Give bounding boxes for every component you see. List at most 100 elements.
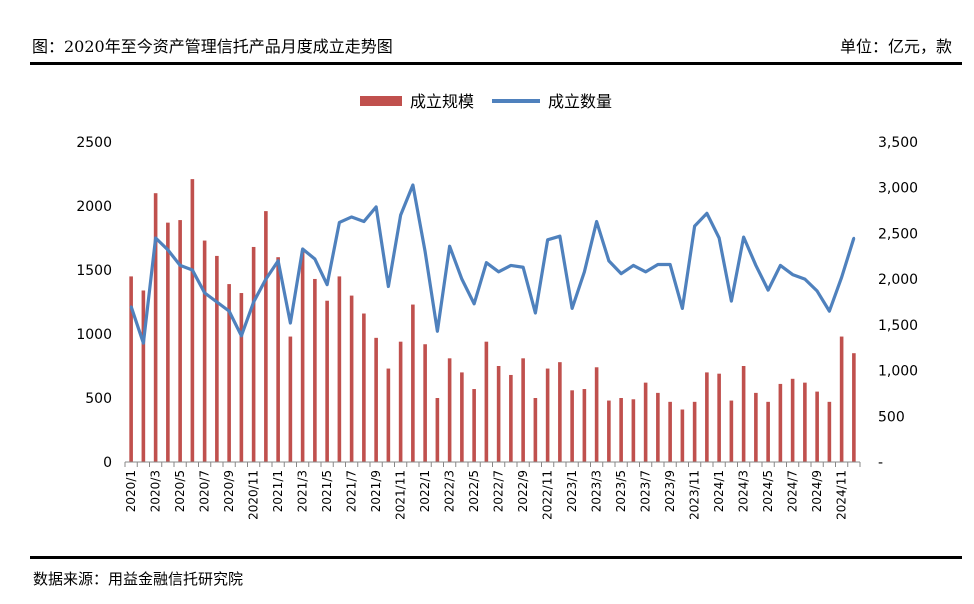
x-tick-label: 2024/9 bbox=[810, 470, 824, 512]
x-tick-label: 2022/3 bbox=[443, 470, 457, 512]
x-tick-label: 2023/11 bbox=[688, 470, 702, 520]
legend-label-line: 成立数量 bbox=[548, 92, 612, 111]
bar bbox=[705, 372, 709, 462]
line-point bbox=[693, 224, 696, 228]
line-point bbox=[754, 264, 758, 267]
line-point bbox=[730, 299, 733, 303]
line-point bbox=[619, 272, 623, 275]
line-point bbox=[166, 248, 170, 252]
bar bbox=[631, 399, 636, 462]
bar bbox=[166, 222, 170, 462]
left-axis: 0 500 1000 1500 2000 2500 bbox=[76, 135, 112, 471]
series-line bbox=[129, 183, 856, 345]
right-tick-label: - bbox=[878, 455, 883, 471]
bar bbox=[141, 290, 146, 462]
line-point bbox=[534, 311, 537, 315]
line-point bbox=[227, 309, 231, 313]
line-point bbox=[815, 289, 819, 293]
bar bbox=[288, 336, 293, 462]
bar bbox=[411, 304, 415, 462]
bar bbox=[643, 382, 648, 462]
x-tick-label: 2020/11 bbox=[247, 470, 261, 520]
bar bbox=[545, 368, 550, 462]
line-point bbox=[497, 270, 500, 274]
line-point bbox=[791, 273, 794, 276]
right-tick-label: 2,000 bbox=[878, 272, 918, 288]
x-tick-label: 2022/11 bbox=[541, 470, 555, 520]
x-axis: 2020/1 2020/3 2020/5 2020/7 2020/9 2020/11 202… bbox=[124, 461, 861, 520]
line-point bbox=[325, 283, 329, 286]
x-tick-label: 2024/7 bbox=[786, 470, 800, 512]
unit-label: 单位：亿元，款 bbox=[839, 37, 952, 56]
left-tick-label: 500 bbox=[85, 391, 112, 407]
x-tick-label: 2023/1 bbox=[565, 470, 579, 512]
line-point bbox=[681, 307, 684, 310]
line-point bbox=[387, 285, 390, 288]
line-point bbox=[472, 302, 476, 306]
x-tick-label: 2022/1 bbox=[418, 470, 432, 512]
bar bbox=[264, 211, 268, 462]
line-point bbox=[546, 238, 549, 242]
x-tick-label: 2020/7 bbox=[198, 470, 212, 512]
line-point bbox=[460, 277, 464, 281]
line-point bbox=[338, 221, 341, 224]
x-tick-label: 2021/3 bbox=[296, 470, 310, 512]
left-tick-label: 1000 bbox=[76, 327, 112, 343]
x-tick-label: 2024/1 bbox=[712, 470, 726, 512]
line-point bbox=[178, 264, 182, 267]
x-tick-label: 2022/7 bbox=[492, 470, 506, 512]
x-tick-label: 2024/5 bbox=[761, 470, 775, 512]
line-point bbox=[656, 263, 660, 266]
line-point bbox=[852, 236, 856, 240]
bar bbox=[680, 409, 685, 462]
line-point bbox=[129, 305, 133, 308]
bar bbox=[178, 220, 182, 462]
bar bbox=[815, 391, 819, 462]
bar bbox=[509, 374, 513, 462]
x-tick-label: 2023/9 bbox=[663, 470, 677, 512]
line-point bbox=[742, 235, 745, 239]
bar bbox=[325, 300, 329, 462]
line-point bbox=[705, 212, 709, 215]
left-tick-label: 2000 bbox=[76, 199, 112, 215]
bar bbox=[398, 341, 403, 462]
bar bbox=[435, 398, 440, 462]
right-tick-label: 3,000 bbox=[878, 181, 918, 197]
line-point bbox=[203, 291, 206, 295]
left-tick-label: 1500 bbox=[76, 263, 112, 279]
x-tick-label: 2024/11 bbox=[835, 470, 849, 520]
right-tick-label: 1,500 bbox=[878, 318, 918, 334]
source-note: 数据来源：用益金融信托研究院 bbox=[33, 570, 244, 588]
bar bbox=[778, 383, 783, 462]
line-point bbox=[289, 321, 292, 325]
bar bbox=[827, 401, 832, 462]
bar bbox=[582, 389, 587, 462]
bar bbox=[741, 366, 746, 462]
x-tick-label: 2022/5 bbox=[467, 470, 481, 512]
line-point bbox=[717, 236, 721, 240]
bar bbox=[349, 295, 354, 462]
x-tick-label: 2023/7 bbox=[639, 470, 653, 512]
line-point bbox=[558, 234, 562, 238]
line-point bbox=[191, 268, 194, 272]
bar bbox=[215, 255, 219, 462]
line-point bbox=[803, 277, 807, 281]
line-point bbox=[595, 220, 598, 223]
x-tick-label: 2021/5 bbox=[320, 470, 334, 512]
x-tick-label: 2021/9 bbox=[369, 470, 383, 512]
bar bbox=[472, 389, 476, 462]
bar bbox=[668, 401, 672, 462]
bar bbox=[313, 278, 317, 462]
legend: 成立规模 成立数量 bbox=[360, 92, 612, 111]
line-point bbox=[362, 220, 366, 223]
bar bbox=[839, 336, 844, 462]
bar bbox=[227, 284, 231, 462]
bar bbox=[251, 246, 256, 462]
line-point bbox=[668, 263, 672, 266]
x-tick-label: 2022/9 bbox=[516, 470, 530, 512]
line-point bbox=[276, 259, 280, 263]
bottom-rule bbox=[30, 556, 962, 559]
line-point bbox=[313, 257, 317, 261]
bar bbox=[521, 358, 525, 462]
bar bbox=[533, 398, 538, 462]
